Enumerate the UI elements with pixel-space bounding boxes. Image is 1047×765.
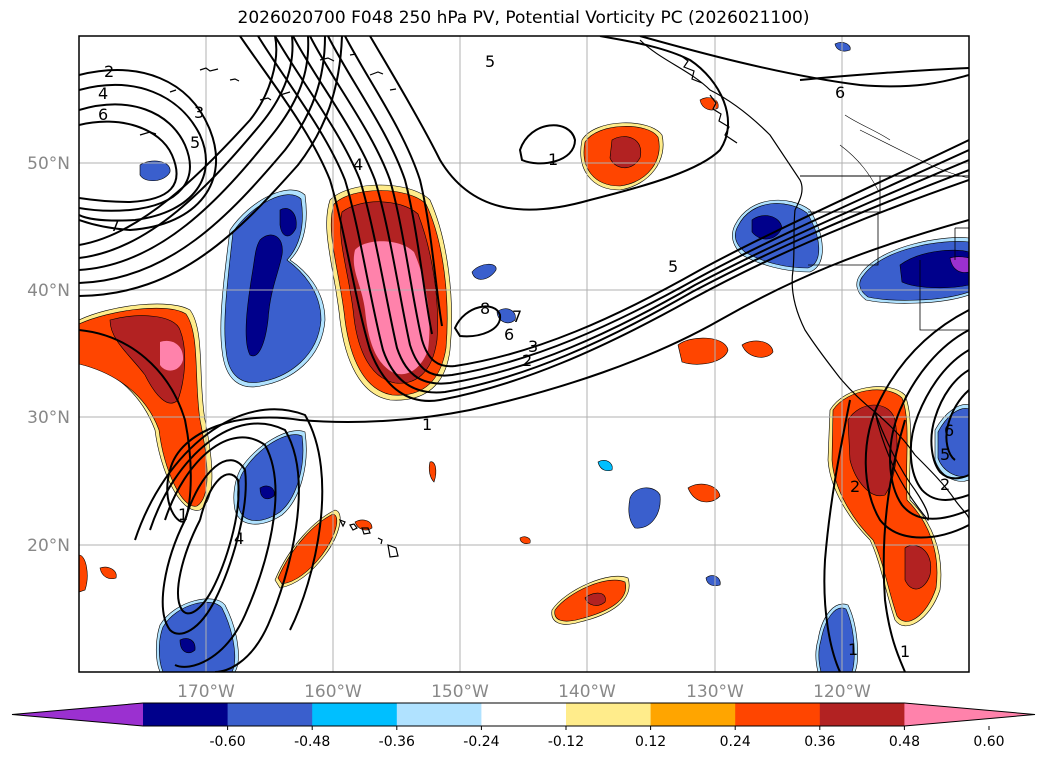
contour-label: 3	[194, 103, 204, 122]
lat-label-50n: 50°N	[27, 154, 70, 174]
contour-label: 5	[940, 445, 950, 464]
contour-label: 6	[504, 325, 514, 344]
negative-pv-anomalies	[139, 42, 969, 672]
lon-label-160w: 160°W	[304, 682, 362, 702]
colorbar-segment	[650, 703, 736, 726]
lat-label-20n: 20°N	[27, 536, 70, 556]
contour-label: 5	[190, 133, 200, 152]
map-frame	[78, 35, 970, 673]
colorbar-tick-label: -0.12	[548, 734, 584, 750]
colorbar-tick-label: -0.48	[294, 734, 330, 750]
map-title: 2026020700 F048 250 hPa PV, Potential Vo…	[237, 8, 810, 28]
contour-label: 5	[668, 257, 678, 276]
colorbar-segment	[312, 703, 398, 726]
colorbar: -0.60 -0.48 -0.36 -0.24 -0.12 0.12 0.24 0.36 0.4…	[11, 702, 1036, 750]
colorbar-segment	[819, 703, 905, 726]
lon-label-120w: 120°W	[813, 682, 871, 702]
lon-label-130w: 130°W	[686, 682, 744, 702]
colorbar-tick-label: 0.60	[973, 734, 1004, 750]
colorbar-segment	[227, 703, 313, 726]
map-plot-area: 2 4 6 3 5 7 5 1 4 5 6 8 7 6 3 2 1 1 4 2 …	[79, 36, 969, 672]
colorbar-outline	[11, 702, 1036, 727]
contour-label: 2	[522, 351, 532, 370]
contour-label: 5	[485, 52, 495, 71]
contour-label: 7	[512, 307, 522, 326]
lon-label-170w: 170°W	[177, 682, 235, 702]
lat-label-30n: 30°N	[27, 408, 70, 428]
contour-label: 4	[234, 529, 244, 548]
colorbar-tick-label: -0.36	[379, 734, 415, 750]
colorbar-segment	[566, 703, 652, 726]
contour-labels: 2 4 6 3 5 7 5 1 4 5 6 8 7 6 3 2 1 1 4 2 …	[98, 52, 954, 661]
colorbar-segment	[481, 703, 567, 726]
colorbar-extend-high	[904, 703, 1035, 726]
contour-label: 1	[422, 415, 432, 434]
contour-label: 1	[178, 505, 188, 524]
colorbar-segments	[11, 702, 1036, 727]
colorbar-tick-label: 0.12	[635, 734, 666, 750]
colorbar-tick-label: 0.24	[720, 734, 751, 750]
lon-label-150w: 150°W	[431, 682, 489, 702]
contour-label: 1	[900, 642, 910, 661]
colorbar-segment	[396, 703, 482, 726]
lon-label-140w: 140°W	[558, 682, 616, 702]
lat-label-40n: 40°N	[27, 281, 70, 301]
contour-label: 2	[850, 477, 860, 496]
colorbar-tick-label: -0.60	[209, 734, 245, 750]
contour-label: 6	[98, 105, 108, 124]
colorbar-segment	[143, 703, 229, 726]
longitude-labels: 170°W 160°W 150°W 140°W 130°W 120°W	[177, 682, 871, 702]
contour-label: 2	[104, 62, 114, 81]
contour-label: 2	[940, 475, 950, 494]
colorbar-tick-label: 0.36	[804, 734, 835, 750]
colorbar-tick-label: -0.24	[463, 734, 499, 750]
latitude-labels: 50°N 40°N 30°N 20°N	[27, 154, 70, 556]
contour-label: 8	[480, 299, 490, 318]
contour-label: 4	[353, 155, 363, 174]
contour-label: 1	[548, 150, 558, 169]
contour-label: 3	[528, 337, 538, 356]
contour-label: 4	[98, 84, 108, 103]
colorbar-extend-low	[12, 703, 143, 726]
colorbar-segment	[735, 703, 821, 726]
colorbar-tick-label: 0.48	[889, 734, 920, 750]
contour-label: 1	[848, 640, 858, 659]
contour-label: 7	[110, 216, 120, 235]
contour-label: 6	[944, 421, 954, 440]
pv-contours	[79, 36, 969, 672]
contour-label: 6	[835, 83, 845, 102]
colorbar-ticks: -0.60 -0.48 -0.36 -0.24 -0.12 0.12 0.24 0.36 0.4…	[209, 726, 1005, 750]
